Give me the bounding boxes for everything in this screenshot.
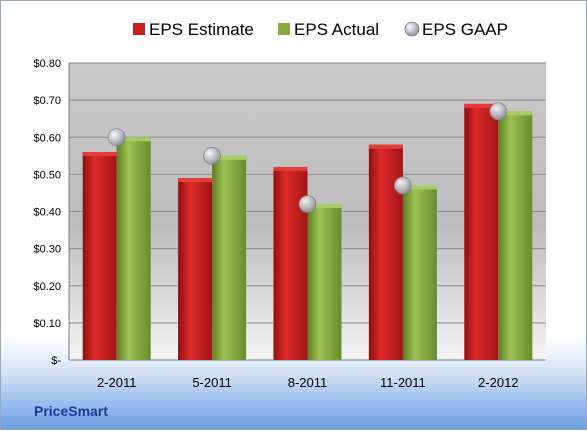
x-tick-label: 11-2011	[380, 375, 426, 390]
x-tick-label: 2-2011	[97, 375, 137, 390]
bar-eps-estimate	[464, 103, 499, 361]
legend-label: EPS GAAP	[422, 20, 508, 39]
bar-eps-estimate-top	[273, 166, 308, 171]
legend-label: EPS Estimate	[149, 20, 254, 39]
y-tick-label: $0.10	[33, 318, 61, 330]
marker-eps-gaap	[489, 102, 508, 121]
legend-label: EPS Actual	[294, 20, 379, 39]
bar-eps-actual-top	[307, 204, 342, 209]
bar-eps-estimate	[82, 152, 117, 360]
x-tick-label: 2-2012	[478, 375, 518, 390]
y-tick-label: $0.70	[33, 95, 61, 107]
bar-eps-actual	[307, 204, 342, 360]
x-tick-label: 8-2011	[288, 375, 328, 390]
bar-eps-actual	[498, 111, 533, 360]
bar-eps-actual-top	[116, 137, 151, 142]
y-tick-label: $0.40	[33, 207, 61, 219]
bar-eps-actual-top	[402, 185, 437, 190]
bar-eps-actual	[212, 155, 247, 360]
y-tick-label: $0.20	[33, 281, 61, 293]
bar-eps-estimate-top	[368, 144, 403, 149]
legend-swatch	[278, 23, 290, 35]
bar-eps-actual-top	[212, 155, 247, 160]
marker-eps-gaap	[203, 146, 222, 165]
bar-eps-estimate-top	[464, 103, 499, 108]
bar-eps-actual	[116, 137, 151, 360]
bar-eps-actual	[402, 185, 437, 360]
y-tick-label: $0.50	[33, 169, 61, 181]
y-tick-label: $0.30	[33, 244, 61, 256]
marker-eps-gaap	[298, 195, 317, 213]
bar-eps-estimate-top	[178, 178, 213, 183]
bar-eps-estimate	[368, 144, 403, 360]
bar-eps-actual-top	[498, 111, 533, 116]
y-tick-label: $-	[51, 355, 61, 367]
x-tick-label: 5-2011	[192, 375, 232, 390]
legend-swatch	[133, 23, 145, 35]
marker-eps-gaap	[393, 176, 412, 195]
bar-eps-estimate-top	[82, 152, 117, 157]
y-tick-label: $0.80	[33, 58, 61, 70]
marker-eps-gaap	[107, 128, 126, 147]
y-tick-label: $0.60	[33, 132, 61, 144]
company-name: PriceSmart	[34, 403, 108, 419]
bar-eps-estimate	[178, 178, 213, 360]
legend-marker	[404, 21, 420, 37]
bar-eps-estimate	[273, 166, 308, 360]
